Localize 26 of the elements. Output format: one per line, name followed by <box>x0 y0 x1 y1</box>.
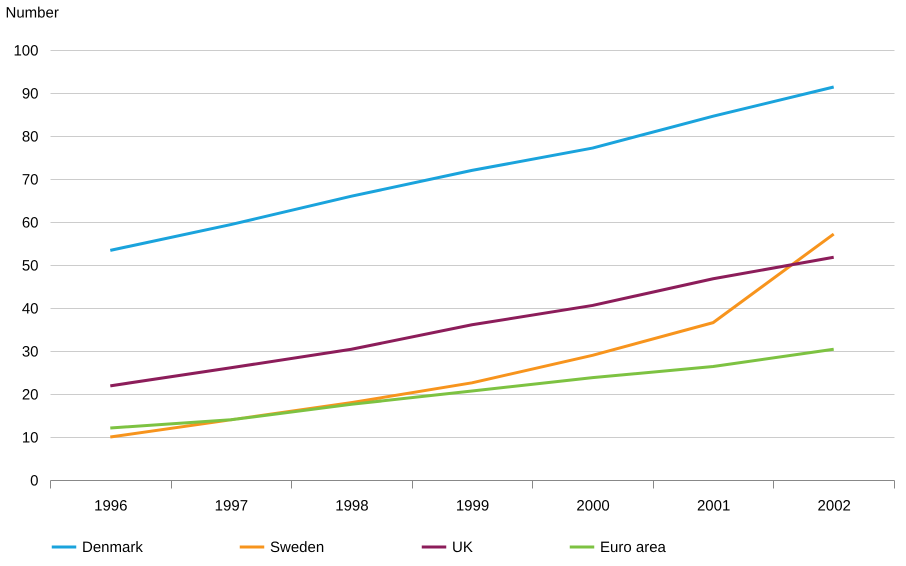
legend-label: UK <box>452 539 473 556</box>
y-tick-label: 60 <box>22 214 38 232</box>
y-tick-label: 40 <box>22 300 38 318</box>
y-tick-label: 90 <box>22 86 38 102</box>
y-tick-label: 70 <box>22 172 38 188</box>
y-tick-label: 0 <box>30 472 38 490</box>
x-tick-label: 1997 <box>214 498 248 514</box>
y-tick-label: 80 <box>22 128 38 146</box>
y-tick-label: 10 <box>22 430 38 446</box>
x-tick-label: 2002 <box>818 498 851 514</box>
legend-label: Euro area <box>600 539 667 556</box>
x-tick-label: 2000 <box>576 498 610 514</box>
x-tick-label: 1996 <box>94 498 128 514</box>
y-tick-label: 20 <box>22 386 38 404</box>
x-tick-label: 1998 <box>335 498 369 514</box>
y-tick-label: 50 <box>22 258 38 274</box>
y-axis-title: Number <box>6 4 59 22</box>
line-series <box>108 85 836 252</box>
y-tick-label: 30 <box>22 344 38 360</box>
legend-label: Denmark <box>82 539 144 556</box>
legend-label: Sweden <box>270 539 324 556</box>
line-series <box>108 256 836 388</box>
x-tick-label: 2001 <box>696 498 730 514</box>
x-tick-label: 1999 <box>456 498 490 514</box>
y-tick-label: 100 <box>13 42 38 60</box>
line-series <box>108 348 836 430</box>
